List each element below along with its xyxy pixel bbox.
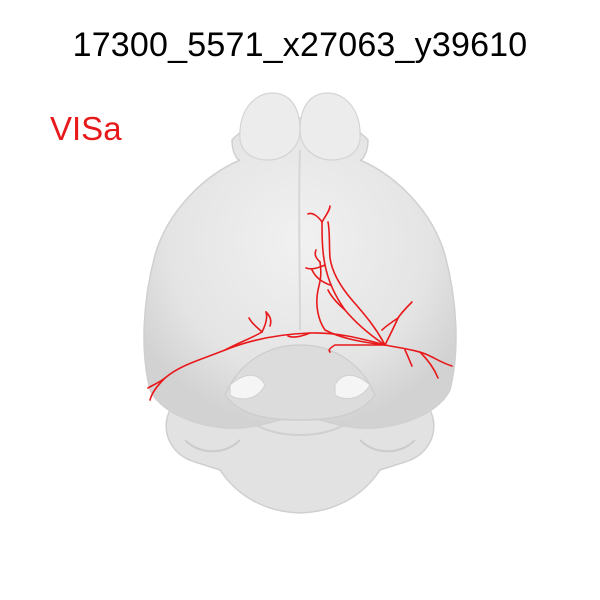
neuron-id-title: 17300_5571_x27063_y39610	[72, 26, 528, 64]
cerebrum-shape	[143, 92, 457, 429]
region-label: VISa	[50, 110, 122, 147]
neuron-tracing	[147, 205, 453, 401]
